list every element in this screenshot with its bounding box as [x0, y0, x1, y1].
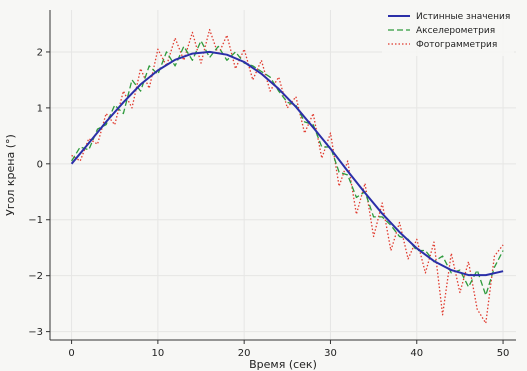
- legend: Истинные значения Акселерометрия Фотограмм…: [382, 8, 514, 56]
- ticks: 0 10 20 30 40 50 −3 −2 −1 0 1 2: [28, 47, 509, 359]
- series-line-1: [70, 50, 504, 277]
- y-tick-label: −2: [28, 271, 43, 282]
- axes: [49, 10, 516, 341]
- x-tick-label: 40: [410, 348, 423, 359]
- x-tick-label: 50: [497, 348, 510, 359]
- legend-label-3: Фотограмметрия: [416, 40, 497, 50]
- x-axis-label: Время (сек): [249, 358, 317, 371]
- y-tick-label: 2: [37, 47, 43, 58]
- series-line-3: [71, 28, 504, 324]
- y-tick-label: −3: [28, 327, 43, 338]
- grid: [50, 10, 516, 340]
- y-tick-label: 1: [37, 103, 43, 114]
- legend-label-2: Акселерометрия: [416, 26, 495, 36]
- y-tick-label: 0: [37, 159, 43, 170]
- x-tick-label: 10: [152, 348, 165, 359]
- x-tick-label: 0: [68, 348, 74, 359]
- legend-label-1: Истинные значения: [416, 12, 510, 22]
- series-layer: [70, 28, 504, 324]
- x-tick-label: 20: [238, 348, 251, 359]
- y-tick-label: −1: [28, 215, 43, 226]
- x-tick-label: 30: [324, 348, 337, 359]
- y-axis-label: Угол крена (°): [4, 134, 17, 216]
